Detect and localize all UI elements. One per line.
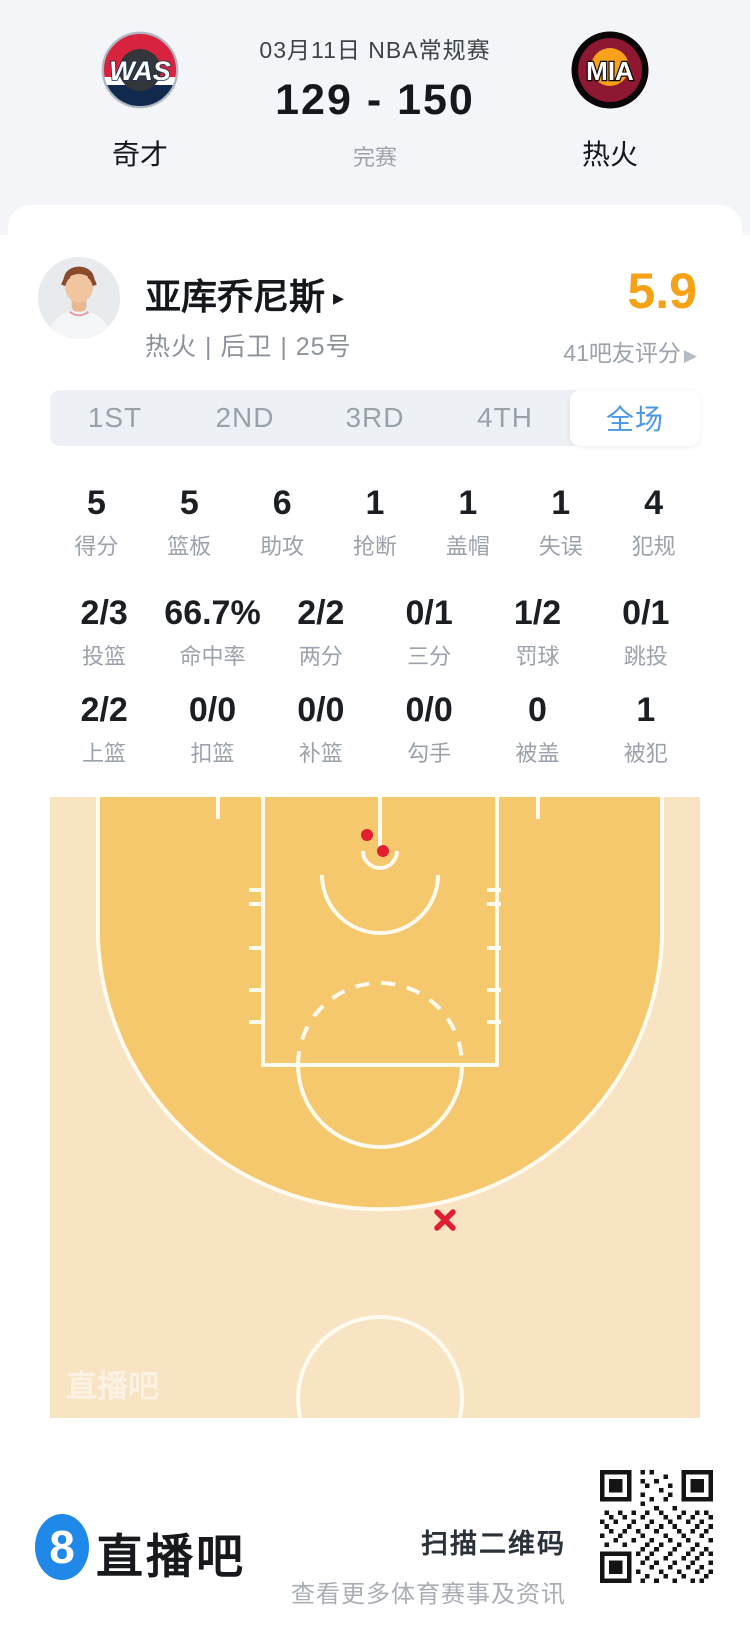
- zhibo8-logo-icon: 8: [35, 1514, 89, 1580]
- player-name: 亚库乔尼斯: [145, 276, 326, 317]
- scan-hint: 扫描二维码 查看更多体育赛事及资讯: [291, 1522, 566, 1609]
- stat-points: 5 得分: [74, 484, 119, 559]
- stat-fg: 2/3 投篮: [80, 594, 128, 669]
- stats-row-detail: 2/2 上篮 0/0 扣篮 0/0 补篮 0/0 勾手 0 被盖 1 被犯: [50, 691, 700, 768]
- lane-hash-left: [249, 888, 263, 1024]
- restricted-area-arc: [320, 874, 440, 935]
- stat-fouled: 1 被犯: [623, 691, 668, 766]
- scan-subtitle: 查看更多体育赛事及资讯: [291, 1581, 566, 1608]
- made-shot-marker: [361, 829, 373, 841]
- tab-2nd[interactable]: 2ND: [215, 402, 275, 433]
- stat-rebounds: 5 篮板: [167, 484, 212, 559]
- shot-markers: [361, 829, 456, 1231]
- player-name-row[interactable]: 亚库乔尼斯 ▸: [145, 268, 344, 320]
- scan-title: 扫描二维码: [421, 1529, 566, 1559]
- stat-got-blocked: 0 被盖: [515, 691, 560, 766]
- stat-assists: 6 助攻: [260, 484, 305, 559]
- wizards-team-logo: WAS: [101, 31, 179, 109]
- stat-steals: 1 抢断: [353, 484, 398, 559]
- away-team-name: 热火: [581, 139, 638, 170]
- tab-3rd[interactable]: 3RD: [345, 402, 405, 433]
- lane-hash-right: [487, 888, 501, 1024]
- tab-full-game[interactable]: 全场: [570, 390, 700, 446]
- missed-shot-marker: [434, 1209, 456, 1231]
- footer-brand: 直播吧: [96, 1530, 246, 1583]
- baseline-hash-marks: [216, 797, 540, 819]
- wizards-abbr: WAS: [109, 56, 171, 86]
- lane-lines: [261, 797, 499, 1067]
- quarter-tabbar: 1ST 2ND 3RD 4TH 全场: [50, 390, 700, 446]
- stat-fouls: 4 犯规: [631, 484, 676, 559]
- heat-team-logo: MIA: [571, 31, 649, 109]
- home-team-name: 奇才: [111, 139, 168, 170]
- more-caret-icon: ▸: [333, 285, 345, 310]
- rating-votes-label: 41吧友评分: [563, 340, 681, 366]
- match-status: 完赛: [352, 145, 397, 170]
- player-rating: 5.9: [627, 263, 697, 319]
- stat-hook: 0/0 勾手: [405, 691, 453, 766]
- free-throw-circle-solid: [296, 1064, 464, 1149]
- tab-4th[interactable]: 4TH: [477, 402, 533, 433]
- court-watermark: 直播吧: [66, 1369, 159, 1404]
- rating-votes-link[interactable]: 41吧友评分 ▶: [563, 334, 697, 368]
- heat-abbr: MIA: [586, 56, 634, 86]
- center-circle: [296, 1315, 464, 1418]
- stat-layup: 2/2 上篮: [80, 691, 128, 766]
- three-point-line: [96, 797, 664, 1212]
- stat-putback: 0/0 补篮: [297, 691, 345, 766]
- stat-ft: 1/2 罚球: [513, 594, 562, 669]
- rating-caret-icon: ▶: [683, 346, 697, 365]
- stats-row-basic: 5 得分 5 篮板 6 助攻 1 抢断 1 盖帽 1 失误 4 犯规: [50, 484, 700, 561]
- player-meta: 热火 | 后卫 | 25号: [145, 333, 352, 361]
- rim-arc: [361, 850, 399, 870]
- shot-chart-court: 直播吧: [50, 797, 700, 1418]
- free-throw-circle-dashed: [296, 981, 464, 1066]
- stat-2pt: 2/2 两分: [297, 594, 345, 669]
- stat-blocks: 1 盖帽: [445, 484, 490, 559]
- qr-code: [600, 1470, 713, 1583]
- stat-dunk: 0/0 扣篮: [188, 691, 237, 766]
- stat-fg-pct: 66.7% 命中率: [164, 594, 261, 669]
- stat-jumpshot: 0/1 跳投: [622, 594, 670, 669]
- made-shot-marker: [377, 845, 389, 857]
- stats-row-shooting: 2/3 投篮 66.7% 命中率 2/2 两分 0/1 三分 1/2 罚球 0/1 跳投: [50, 594, 700, 671]
- match-title: 03月11日 NBA常规赛: [259, 37, 491, 63]
- match-score: 129 - 150: [275, 76, 475, 124]
- stat-3pt: 0/1 三分: [405, 594, 453, 669]
- player-avatar[interactable]: [38, 257, 120, 339]
- stat-turnovers: 1 失误: [538, 484, 583, 559]
- tab-1st[interactable]: 1ST: [87, 402, 143, 433]
- zhibo8-logo-text: 8: [49, 1521, 75, 1573]
